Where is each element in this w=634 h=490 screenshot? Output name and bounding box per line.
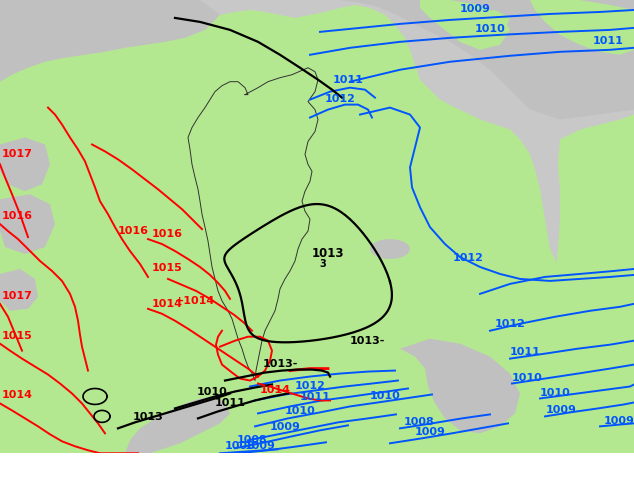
Text: 1016: 1016 (2, 211, 33, 221)
Text: 1009: 1009 (245, 441, 275, 451)
Polygon shape (540, 115, 634, 453)
Text: 1010: 1010 (285, 406, 315, 416)
Text: 1010: 1010 (512, 372, 543, 383)
Text: 1009: 1009 (546, 405, 577, 416)
Text: +1014: +1014 (175, 296, 216, 306)
Polygon shape (370, 239, 410, 259)
Text: 1016: 1016 (118, 226, 149, 236)
Text: 1012: 1012 (453, 253, 484, 263)
Text: 1015: 1015 (152, 263, 183, 273)
Text: 1014: 1014 (2, 391, 33, 400)
Polygon shape (320, 0, 634, 120)
Polygon shape (0, 194, 55, 254)
Polygon shape (420, 0, 510, 50)
Text: 1011: 1011 (510, 346, 541, 357)
Polygon shape (0, 138, 50, 191)
Text: 1008: 1008 (404, 417, 435, 427)
Text: 1009: 1009 (604, 416, 634, 426)
Text: 1013-: 1013- (262, 359, 298, 368)
Text: 1016: 1016 (152, 229, 183, 239)
Text: 1010: 1010 (475, 24, 505, 34)
Text: 1013: 1013 (133, 413, 164, 422)
Text: 1017: 1017 (2, 149, 33, 159)
Text: Mo 10-06-2024 18:00 UTC (12+150): Mo 10-06-2024 18:00 UTC (12+150) (390, 458, 630, 471)
Text: 1010: 1010 (540, 389, 571, 398)
Text: 1011: 1011 (593, 36, 623, 46)
Text: 1011: 1011 (333, 74, 363, 85)
Text: 1008: 1008 (224, 441, 256, 451)
Polygon shape (0, 0, 220, 82)
Text: 1014: 1014 (152, 299, 183, 309)
Text: 1009: 1009 (269, 422, 301, 432)
Text: 1013-: 1013- (350, 336, 385, 345)
Text: 1014: 1014 (260, 386, 291, 395)
Text: 1011: 1011 (299, 392, 330, 402)
Text: 1017: 1017 (2, 291, 33, 301)
Text: 1008: 1008 (236, 435, 268, 445)
Polygon shape (475, 10, 510, 32)
Polygon shape (0, 5, 634, 453)
Polygon shape (530, 0, 634, 55)
Text: ©weatheronline.co.uk: ©weatheronline.co.uk (495, 475, 630, 485)
Text: 1011: 1011 (214, 398, 245, 409)
Text: 3: 3 (319, 259, 326, 269)
Text: 1013: 1013 (312, 247, 344, 260)
Polygon shape (125, 396, 230, 453)
Text: 1012: 1012 (295, 381, 325, 391)
Text: 1012: 1012 (325, 94, 356, 103)
Text: 1010: 1010 (370, 392, 401, 401)
Text: Surface pressure [hPa] ECMWF: Surface pressure [hPa] ECMWF (4, 458, 214, 471)
Text: 1010: 1010 (197, 388, 228, 397)
Text: 1012: 1012 (495, 318, 526, 329)
Text: 1015: 1015 (2, 331, 33, 341)
Text: 1009: 1009 (415, 427, 446, 437)
Polygon shape (0, 269, 38, 311)
Text: 1009: 1009 (460, 4, 491, 14)
Polygon shape (400, 339, 520, 433)
